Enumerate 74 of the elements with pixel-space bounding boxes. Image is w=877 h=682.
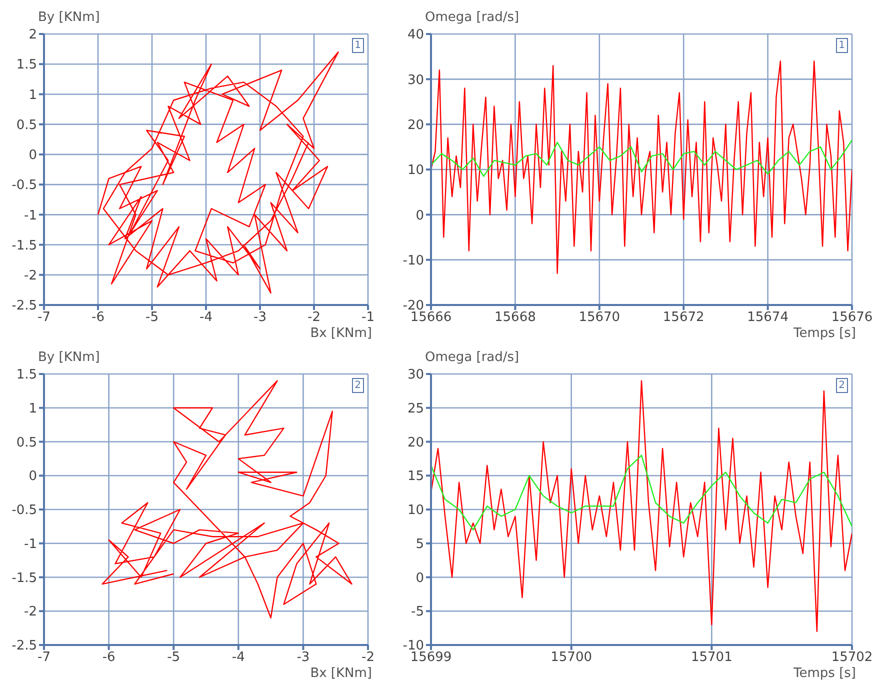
y-tick-label: 0	[416, 570, 424, 586]
x-tick-label: 15676	[831, 310, 873, 326]
x-tick-label: -6	[92, 310, 104, 326]
annotation: 1	[836, 38, 848, 53]
x-tick-label: -2	[308, 310, 320, 326]
y-tick-label: 1	[28, 88, 37, 103]
annotation: 2	[352, 378, 364, 393]
y-tick-label: 20	[407, 118, 424, 133]
x-tick-label: 15668	[494, 310, 536, 326]
y-axis-title: By [KNm]	[38, 350, 100, 365]
annotation: 2	[836, 378, 848, 393]
y-tick-label: -2.5	[12, 298, 37, 314]
y-tick-label: 10	[407, 503, 424, 518]
line-series	[97, 51, 339, 294]
x-tick-label: -4	[200, 310, 212, 326]
y-tick-label: -10	[402, 253, 424, 268]
x-axis-title: Bx [KNm]	[310, 666, 372, 681]
y-tick-label: -1	[24, 208, 37, 224]
y-tick-label: 25	[407, 401, 424, 416]
x-tick-label: -1	[362, 310, 374, 326]
y-tick-label: -2	[24, 268, 37, 284]
x-tick-label: -3	[296, 650, 310, 666]
y-tick-label: -2.5	[12, 638, 37, 654]
y-tick-label: 15	[407, 469, 424, 484]
y-tick-label: -1.5	[12, 238, 37, 254]
x-tick-label: -5	[167, 650, 180, 666]
y-tick-label: -5	[411, 604, 424, 620]
y-tick-label: 30	[407, 72, 424, 88]
y-tick-label: 1.5	[16, 368, 37, 383]
x-tick-label: 15702	[831, 650, 873, 666]
x-tick-label: -6	[102, 650, 116, 666]
x-tick-label: -7	[38, 650, 50, 666]
y-axis-title: By [KNm]	[38, 10, 100, 25]
x-axis-title: Temps [s]	[794, 666, 856, 681]
annotation: 1	[352, 38, 364, 53]
y-tick-label: -0.5	[12, 503, 37, 518]
line-series	[431, 60, 852, 274]
line-series	[431, 454, 852, 530]
x-tick-label: 15670	[578, 310, 620, 326]
x-tick-label: 15666	[410, 310, 452, 326]
y-tick-label: 1.5	[16, 58, 37, 73]
y-tick-label: -1.5	[12, 570, 37, 586]
y-tick-label: -1	[24, 536, 37, 552]
x-tick-label: -4	[232, 650, 245, 666]
line-series	[431, 380, 852, 632]
y-tick-label: 10	[407, 163, 424, 178]
x-tick-label: 15701	[690, 650, 732, 666]
x-tick-label: -2	[362, 650, 374, 666]
y-tick-label: 20	[407, 435, 424, 450]
x-tick-label: -3	[254, 310, 266, 326]
line-series	[431, 140, 852, 177]
x-axis-title: Temps [s]	[794, 326, 856, 341]
x-tick-label: 15700	[550, 650, 592, 666]
y-axis-title: Omega [rad/s]	[425, 350, 520, 365]
y-tick-label: -2	[24, 604, 37, 620]
x-tick-label: 15699	[410, 650, 452, 666]
y-axis-title: Omega [rad/s]	[425, 10, 520, 25]
y-tick-label: 1	[28, 401, 37, 416]
y-tick-label: 2	[28, 28, 37, 43]
x-tick-label: -7	[38, 310, 50, 326]
y-tick-label: 30	[407, 368, 424, 383]
x-tick-label: 15672	[662, 310, 704, 326]
y-tick-label: 0.5	[16, 435, 37, 450]
y-tick-label: 40	[407, 28, 424, 43]
y-tick-label: 0	[28, 469, 37, 484]
y-tick-label: 0	[28, 148, 37, 164]
y-tick-label: -0.5	[12, 178, 37, 194]
y-tick-label: 0	[416, 208, 424, 224]
y-tick-label: 0.5	[16, 118, 37, 133]
line-series	[102, 380, 352, 618]
x-tick-label: -5	[146, 310, 158, 326]
x-axis-title: Bx [KNm]	[310, 326, 372, 341]
x-tick-label: 15674	[747, 310, 788, 326]
y-tick-label: 5	[416, 536, 424, 552]
